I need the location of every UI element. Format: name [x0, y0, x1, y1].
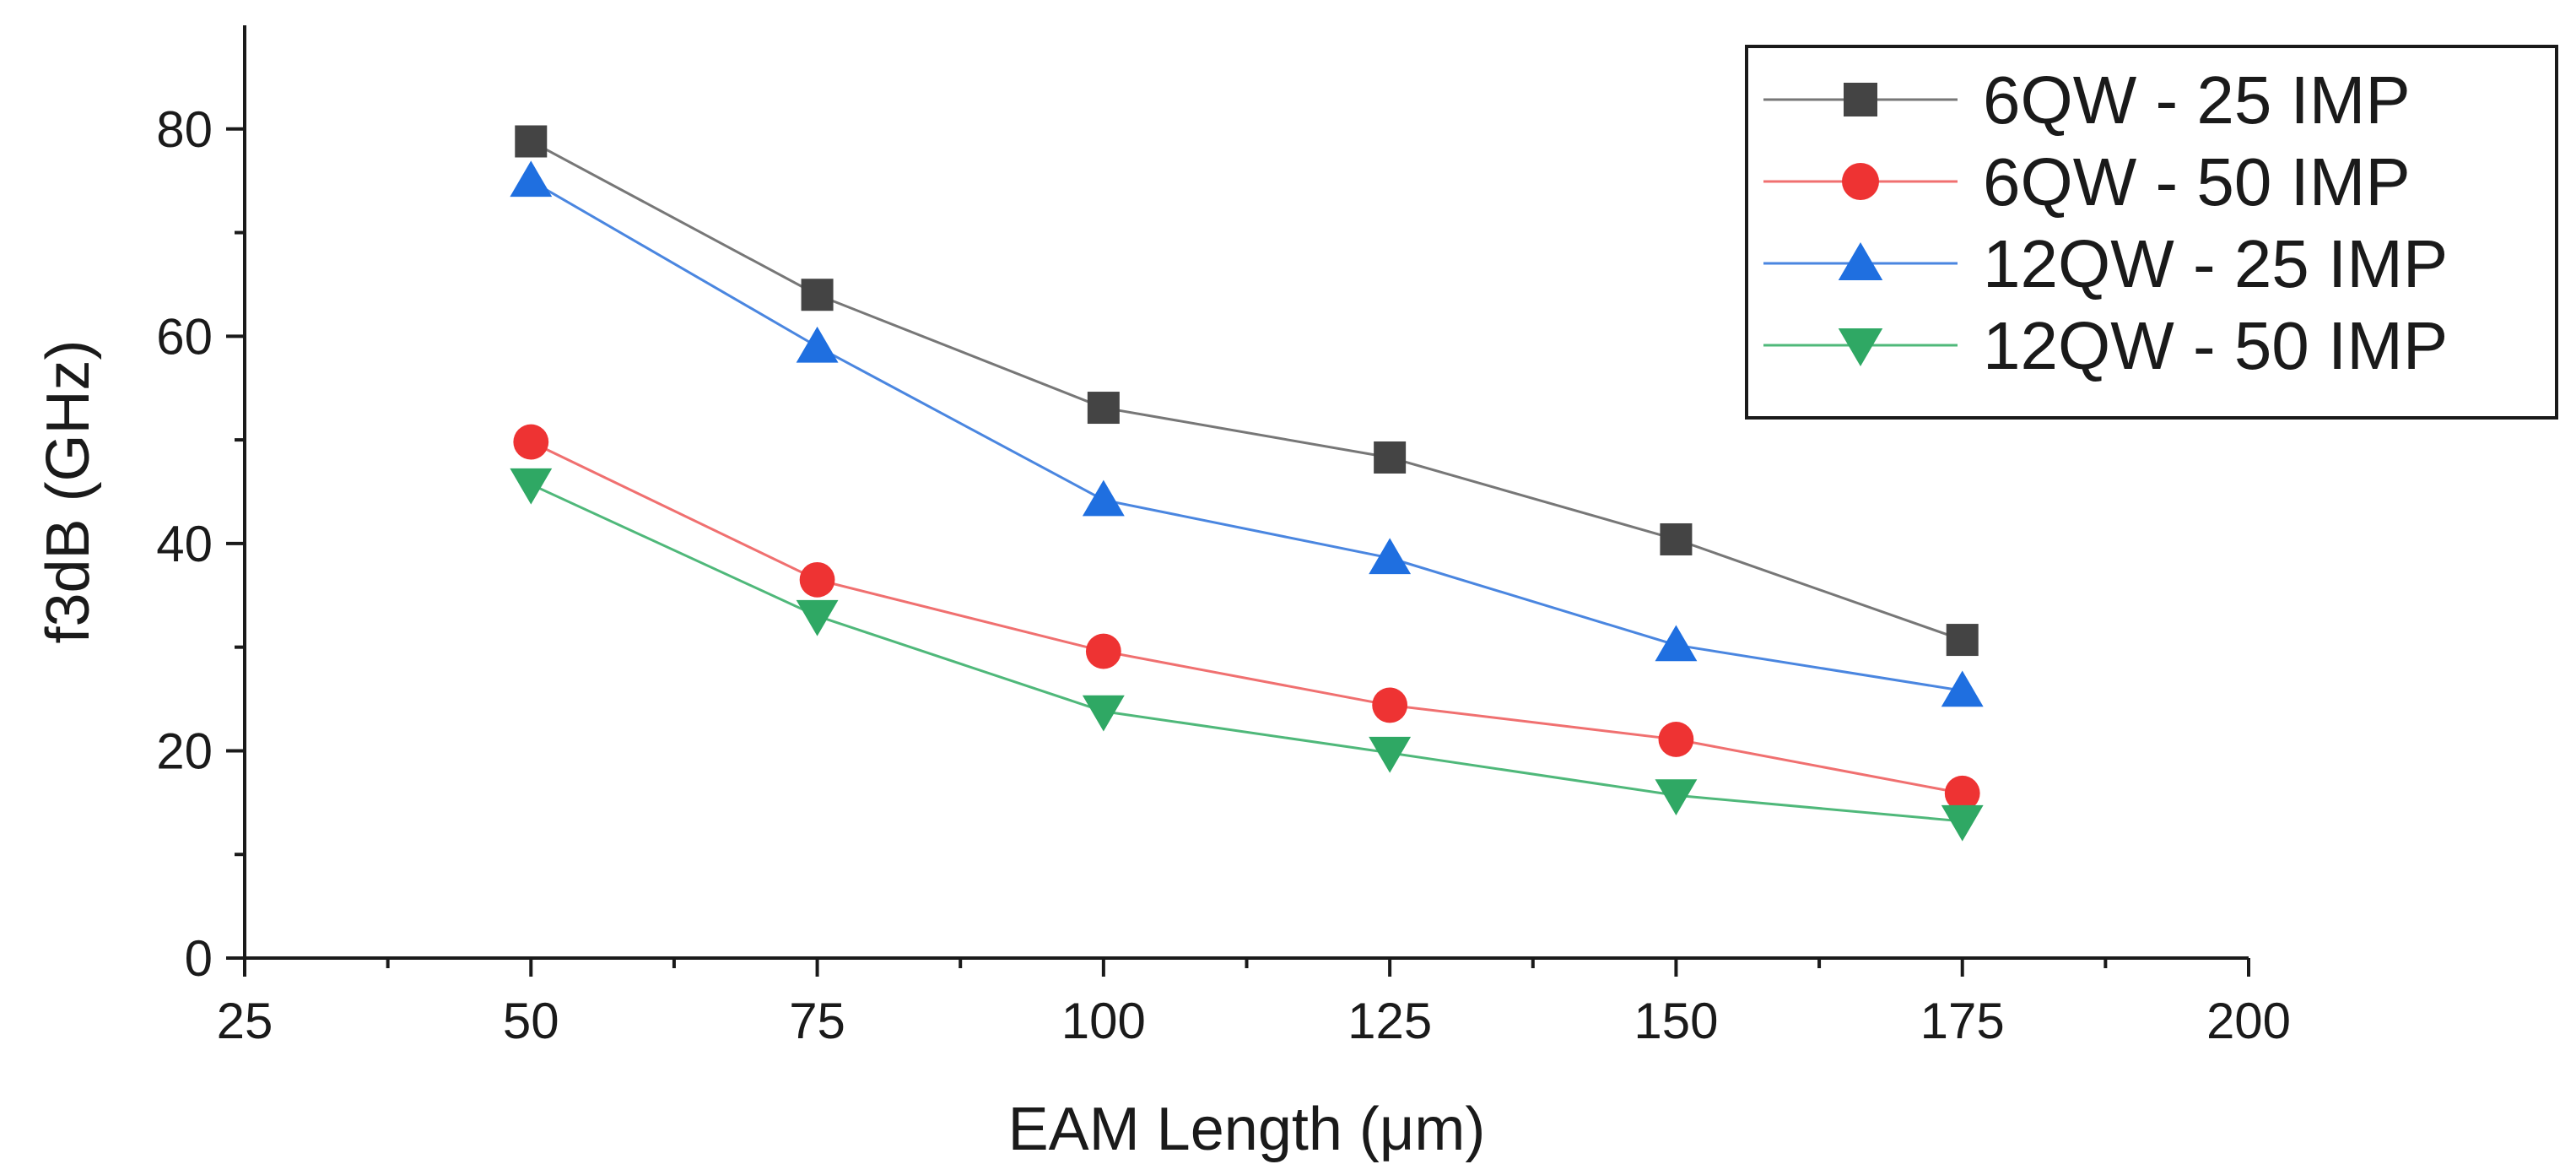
legend-marker — [1838, 328, 1883, 366]
legend-marker — [1842, 163, 1879, 200]
y-tick-label: 20 — [156, 723, 213, 779]
data-point — [1941, 670, 1984, 707]
legend-box — [1745, 45, 2558, 420]
data-point — [1655, 625, 1698, 662]
data-point — [799, 561, 835, 598]
data-point — [796, 599, 839, 636]
data-point — [1369, 736, 1412, 773]
x-tick-label: 150 — [1634, 993, 1718, 1049]
series-line — [530, 140, 1963, 642]
data-point — [1082, 695, 1125, 732]
data-point — [1369, 538, 1412, 575]
data-point — [1085, 633, 1121, 669]
series-line — [530, 179, 1963, 692]
data-point — [1655, 779, 1698, 815]
x-tick-label: 50 — [503, 993, 559, 1049]
legend-item: 12QW - 25 IMP — [1763, 226, 2448, 301]
data-point — [1660, 523, 1693, 555]
series-1 — [515, 125, 1979, 657]
data-point — [1372, 687, 1408, 723]
legend-marker — [1844, 83, 1877, 116]
data-point — [1087, 392, 1120, 425]
data-point — [1082, 479, 1125, 517]
y-tick-label: 60 — [156, 308, 213, 365]
x-tick-label: 25 — [217, 993, 273, 1049]
data-point — [1941, 804, 1984, 842]
legend-label: 12QW - 50 IMP — [1983, 308, 2448, 383]
data-point — [510, 160, 553, 198]
data-point — [796, 326, 839, 363]
series-4 — [510, 468, 1984, 842]
data-point — [515, 125, 548, 158]
data-point — [1658, 722, 1694, 757]
data-point — [1946, 624, 1979, 657]
y-axis-title: f3dB (GHz) — [35, 339, 102, 643]
series-3 — [510, 160, 1984, 707]
series-2 — [513, 424, 1980, 811]
legend-marker — [1838, 242, 1883, 280]
data-point — [1374, 441, 1407, 474]
axes: 25 50 75 100 125 150 175 200 0 20 40 60 80 — [156, 25, 2291, 1049]
x-tick-label: 200 — [2206, 993, 2291, 1049]
y-tick-label: 40 — [156, 516, 213, 572]
legend-label: 6QW - 50 IMP — [1983, 144, 2411, 219]
legend-item: 12QW - 50 IMP — [1763, 308, 2448, 383]
data-point — [801, 279, 834, 311]
data-point — [510, 468, 553, 505]
data-point — [513, 424, 549, 460]
y-tick-label: 0 — [185, 930, 213, 987]
legend-item: 6QW - 50 IMP — [1763, 144, 2411, 219]
series-line — [530, 483, 1963, 823]
series-line — [530, 441, 1963, 795]
x-tick-label: 100 — [1061, 993, 1146, 1049]
data-point — [1944, 775, 1980, 811]
series-layer — [510, 125, 1984, 842]
legend-label: 6QW - 25 IMP — [1983, 62, 2411, 138]
x-axis-title: EAM Length (μm) — [1008, 1096, 1486, 1163]
legend-item: 6QW - 25 IMP — [1763, 62, 2411, 138]
x-tick-label: 125 — [1347, 993, 1432, 1049]
legend-label: 12QW - 25 IMP — [1983, 226, 2448, 301]
x-tick-label: 75 — [789, 993, 845, 1049]
y-tick-label: 80 — [156, 101, 213, 158]
x-tick-label: 175 — [1920, 993, 2005, 1049]
